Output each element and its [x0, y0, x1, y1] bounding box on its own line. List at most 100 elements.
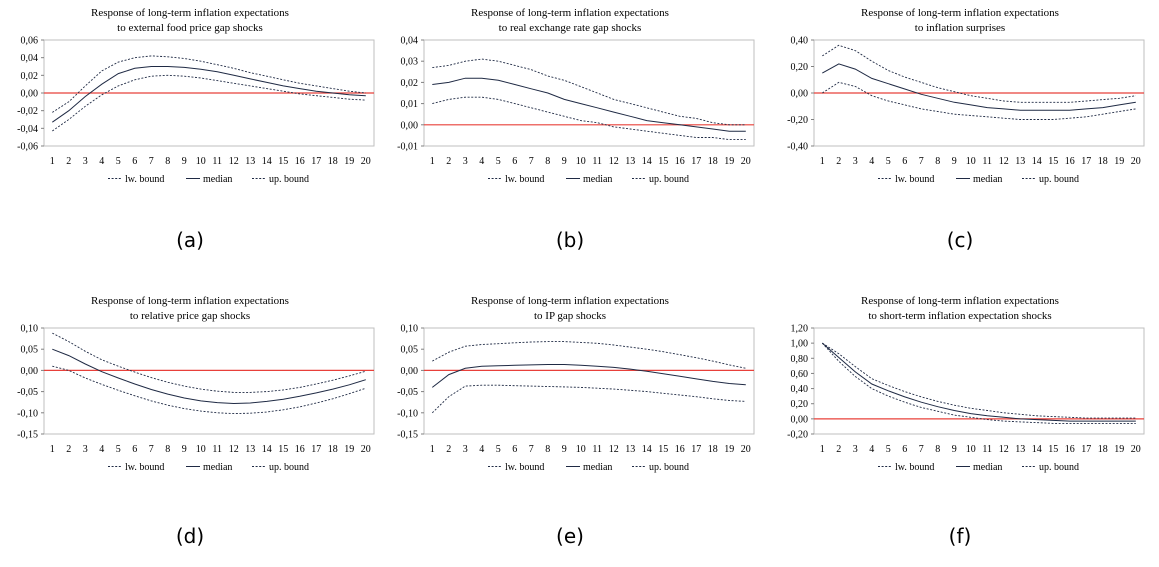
x-tick-label: 10	[966, 156, 976, 167]
x-tick-label: 15	[658, 156, 668, 167]
y-tick-label: 0,04	[401, 36, 419, 47]
x-tick-label: 10	[196, 156, 206, 167]
line-chart: -0,15-0,10-0,050,000,050,101 2 3 4 5 6 7 8 9 10 11…	[397, 324, 755, 473]
x-tick-label: 1	[430, 444, 435, 455]
legend-label: up. bound	[1039, 462, 1079, 473]
series-line-median	[821, 342, 1136, 422]
y-tick-label: 0,02	[21, 71, 39, 82]
x-tick-label: 8	[165, 156, 170, 167]
x-tick-label: 2	[446, 156, 451, 167]
y-tick-label: -0,15	[17, 430, 38, 441]
chart-title-line1: Response of long-term inflation expectat…	[91, 7, 289, 19]
x-tick-label: 2	[66, 156, 71, 167]
x-tick-label: 18	[328, 444, 338, 455]
x-tick-label: 7	[919, 444, 924, 455]
y-tick-label: 0,06	[21, 36, 39, 47]
y-tick-label: -0,04	[17, 124, 38, 135]
x-tick-label: 15	[278, 156, 288, 167]
legend-label: lw. bound	[895, 174, 934, 185]
x-tick-label: 4	[99, 444, 104, 455]
y-tick-label: -0,20	[787, 115, 808, 126]
x-tick-label: 6	[902, 156, 907, 167]
x-tick-label: 12	[609, 444, 619, 455]
series-line-lw-bound	[52, 74, 366, 132]
y-tick-label: 0,00	[791, 89, 809, 100]
x-tick-label: 20	[361, 156, 371, 167]
x-tick-label: 18	[708, 156, 718, 167]
legend-label: median	[583, 462, 612, 473]
series-line-median	[431, 364, 746, 388]
x-tick-label: 14	[642, 444, 652, 455]
line-chart: -0,15-0,10-0,050,000,050,101 2 3 4 5 6 7 8 9 10 11…	[17, 324, 375, 473]
y-tick-label: -0,10	[17, 408, 38, 419]
x-tick-label: 5	[496, 156, 501, 167]
x-tick-label: 15	[658, 444, 668, 455]
line-chart: -0,06 -0,04 -0,02 0,00 0,02 0,04 0,06 1 2 3 4 5 6 7 8 9…	[17, 36, 375, 185]
series-line-lw-bound	[52, 365, 366, 415]
x-tick-label: 16	[295, 444, 305, 455]
y-tick-label: 0,20	[791, 399, 809, 410]
x-tick-label: 15	[1048, 156, 1058, 167]
series-line-lw-bound	[822, 81, 1136, 120]
x-tick-label: 14	[1032, 444, 1042, 455]
x-tick-label: 8	[935, 156, 940, 167]
y-tick-label: 0,00	[21, 366, 39, 377]
legend: lw. bound median up. bound	[488, 174, 689, 185]
y-tick-label: -0,01	[397, 142, 418, 153]
series-line-median	[822, 63, 1136, 111]
chart-title-line2: to inflation surprises	[914, 22, 1006, 34]
x-tick-label: 5	[116, 156, 121, 167]
x-tick-label: 3	[83, 444, 88, 455]
x-tick-label: 11	[212, 156, 222, 167]
chart-panel-c: Response of long-term inflation expectat…	[770, 0, 1150, 279]
x-tick-label: 9	[562, 444, 567, 455]
panel-caption: (e)	[556, 524, 584, 548]
x-tick-label: 16	[295, 156, 305, 167]
y-tick-label: 0,02	[401, 78, 419, 89]
x-tick-label: 4	[479, 444, 484, 455]
x-tick-label: 1	[820, 156, 825, 167]
x-tick-label: 16	[675, 156, 685, 167]
x-tick-label: 12	[999, 444, 1009, 455]
x-tick-label: 14	[262, 156, 272, 167]
x-tick-label: 9	[182, 156, 187, 167]
x-tick-label: 5	[886, 156, 891, 167]
legend-label: median	[973, 462, 1002, 473]
x-tick-label: 17	[311, 444, 321, 455]
x-tick-label: 9	[952, 444, 957, 455]
y-tick-label: 0,03	[401, 57, 419, 68]
x-tick-label: 10	[966, 444, 976, 455]
series-line-median	[52, 348, 366, 405]
chart-title-line2: to relative price gap shocks	[129, 310, 251, 322]
x-tick-label: 2	[836, 156, 841, 167]
y-tick-label: 0,00	[401, 366, 419, 377]
x-tick-label: 13	[625, 156, 635, 167]
x-tick-label: 7	[149, 156, 154, 167]
x-tick-label: 1	[50, 444, 55, 455]
x-tick-label: 16	[1065, 156, 1075, 167]
x-tick-label: 18	[708, 444, 718, 455]
x-tick-label: 15	[1048, 444, 1058, 455]
panel-caption: (c)	[946, 228, 974, 252]
legend-label: median	[203, 462, 232, 473]
chart-title-line1: Response of long-term inflation expectat…	[471, 295, 669, 307]
y-tick-label: -0,40	[787, 142, 808, 153]
x-tick-label: 11	[982, 444, 992, 455]
x-tick-label: 1	[820, 444, 825, 455]
series-line-up-bound	[822, 342, 1136, 419]
legend-label: lw. bound	[505, 462, 544, 473]
y-tick-label: 0,60	[791, 369, 809, 380]
x-tick-label: 12	[229, 156, 239, 167]
plot-area	[423, 39, 755, 147]
x-tick-label: 7	[919, 156, 924, 167]
panel-caption: (a)	[176, 228, 204, 252]
y-tick-label: 0,40	[791, 36, 809, 47]
x-tick-label: 10	[196, 444, 206, 455]
x-tick-label: 2	[66, 444, 71, 455]
x-tick-label: 13	[1015, 444, 1025, 455]
x-tick-label: 6	[512, 156, 517, 167]
y-tick-label: 0,01	[401, 99, 419, 110]
y-tick-label: 0,20	[791, 62, 809, 73]
x-tick-label: 16	[1065, 444, 1075, 455]
series-line-up-bound	[52, 332, 366, 393]
